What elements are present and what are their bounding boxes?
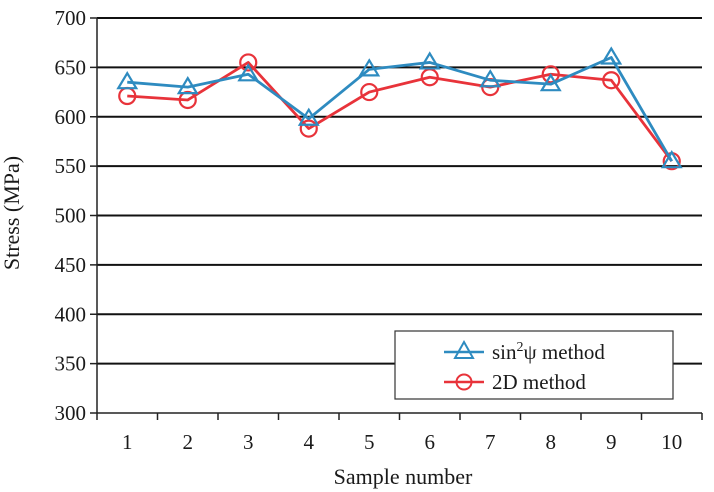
- legend: sin2ψ method 2D method: [394, 330, 674, 400]
- data-point-circle: [541, 65, 560, 84]
- x-axis-title: Sample number: [334, 464, 473, 489]
- legend-item-2d-method: 2D method: [444, 370, 586, 394]
- y-tick-label-450: 450: [55, 253, 87, 277]
- x-tick-label-3: 3: [243, 430, 254, 454]
- x-tick-label-1: 1: [122, 430, 133, 454]
- x-tick-label-5: 5: [364, 430, 375, 454]
- y-tick-label-500: 500: [55, 204, 87, 228]
- legend-label-sin: sin: [492, 340, 517, 364]
- series-line: [127, 56, 673, 162]
- y-tick-label-350: 350: [55, 352, 87, 376]
- data-point-triangle: [237, 63, 260, 82]
- y-tick-label-650: 650: [55, 55, 87, 79]
- data-point-circle: [360, 82, 379, 102]
- y-tick-label-550: 550: [55, 154, 87, 178]
- legend-box: [394, 330, 674, 400]
- legend-item-sin2psi-method: sin2ψ method: [444, 339, 605, 364]
- series-sin2psi: [116, 46, 683, 169]
- data-point-triangle: [176, 75, 199, 95]
- series-2d: [118, 53, 681, 171]
- series-line: [127, 61, 673, 163]
- data-point-triangle: [116, 71, 139, 90]
- series-layer: [116, 46, 683, 171]
- x-tick-label-9: 9: [606, 430, 617, 454]
- y-axis-ticks: 300 350 400 450 500 550 600 650 700: [55, 6, 97, 425]
- data-point-triangle: [660, 150, 683, 169]
- data-point-triangle: [358, 58, 381, 77]
- legend-label-superscript: 2: [517, 340, 524, 355]
- data-point-triangle: [418, 51, 441, 70]
- legend-triangle-marker: [453, 339, 475, 359]
- data-point-triangle: [539, 73, 562, 92]
- legend-label-2d: 2D method: [492, 370, 586, 394]
- data-point-triangle: [297, 107, 320, 126]
- y-tick-label-300: 300: [55, 401, 87, 425]
- y-axis-title: Stress (MPa): [0, 156, 24, 270]
- x-tick-label-2: 2: [183, 430, 194, 454]
- legend-label-psi-method: ψ method: [524, 340, 606, 364]
- x-tick-label-6: 6: [425, 430, 436, 454]
- x-axis-ticks: 1 2 3 4 5 6 7 8 9 10: [96, 413, 703, 454]
- x-tick-label-8: 8: [546, 430, 557, 454]
- y-tick-label-400: 400: [55, 302, 87, 326]
- data-point-triangle: [479, 69, 502, 88]
- legend-circle-marker: [455, 373, 473, 391]
- y-tick-label-600: 600: [55, 105, 87, 129]
- x-tick-label-10: 10: [661, 430, 682, 454]
- data-point-circle: [299, 119, 318, 138]
- data-point-circle: [239, 53, 258, 72]
- legend-label-sin2psi: sin2ψ method: [492, 340, 605, 364]
- x-tick-label-4: 4: [304, 430, 315, 454]
- grid-lines: [97, 17, 702, 365]
- data-point-circle: [178, 90, 197, 110]
- data-point-circle: [602, 71, 621, 90]
- x-tick-label-7: 7: [485, 430, 496, 454]
- data-point-triangle: [600, 46, 623, 65]
- y-tick-label-700: 700: [55, 6, 87, 30]
